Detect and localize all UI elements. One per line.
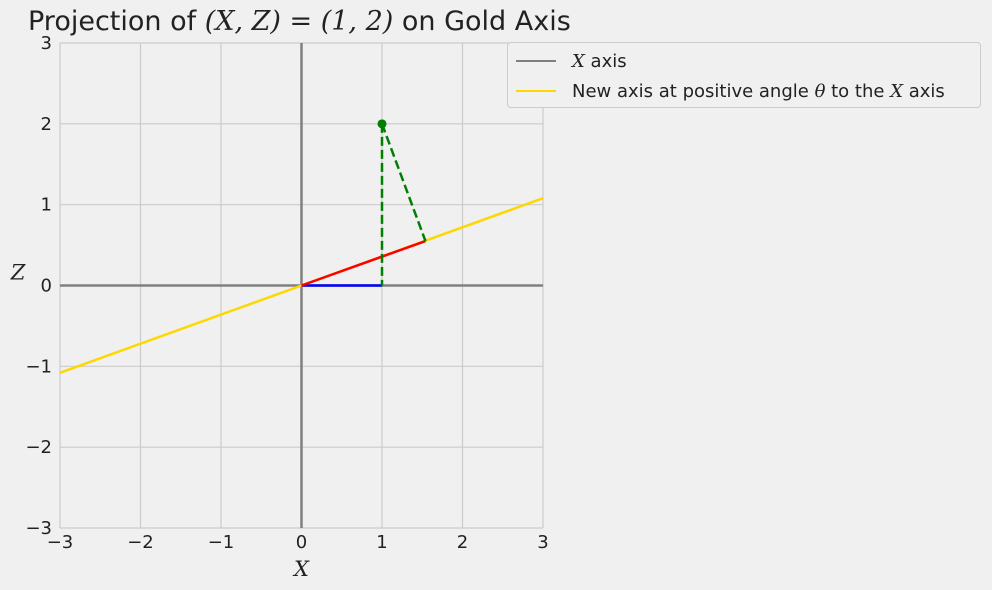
legend-x-symbol: X [572, 50, 585, 72]
legend-item-x-axis: X axis [516, 48, 627, 74]
legend-label-new-axis: New axis at positive angle θ to the X ax… [572, 81, 945, 102]
x-tick-label-0: −3 [47, 532, 74, 553]
legend-label-x-axis: X axis [572, 51, 627, 72]
legend-swatch-new-axis [516, 90, 556, 92]
data-point-0 [377, 119, 387, 129]
series-line-4 [301, 239, 426, 287]
x-tick-label-4: 1 [376, 532, 387, 553]
legend-item-new-axis: New axis at positive angle θ to the X ax… [516, 78, 945, 104]
x-tick-label-2: −1 [208, 532, 235, 553]
x-tick-label-3: 0 [296, 532, 307, 553]
title-suffix: on Gold Axis [393, 6, 571, 37]
x-tick-label-5: 2 [457, 532, 468, 553]
y-tick-label-2: −1 [25, 356, 52, 377]
y-tick-label-3: 0 [41, 276, 52, 297]
legend-swatch-x-axis [516, 60, 556, 62]
x-tick-label-6: 3 [537, 532, 548, 553]
y-tick-label-6: 3 [41, 33, 52, 54]
legend-x-text: axis [584, 50, 627, 72]
legend-x-symbol-2: X [890, 80, 904, 102]
legend: X axis New axis at positive angle θ to t… [507, 42, 981, 108]
y-axis-label: Z [10, 261, 26, 285]
legend-new-post: axis [903, 80, 945, 102]
legend-new-mid: to the [825, 80, 891, 102]
y-tick-label-4: 1 [41, 195, 52, 216]
x-tick-label-1: −2 [127, 532, 154, 553]
title-prefix: Projection of [28, 6, 205, 37]
legend-theta-symbol: θ [814, 80, 826, 102]
y-tick-label-1: −2 [25, 437, 52, 458]
title-math: (X, Z) = (1, 2) [204, 6, 394, 37]
series-line-6 [380, 123, 427, 242]
y-tick-label-5: 2 [41, 114, 52, 135]
chart-title: Projection of (X, Z) = (1, 2) on Gold Ax… [28, 6, 571, 37]
x-axis-label: X [292, 557, 310, 581]
legend-new-pre: New axis at positive angle [572, 80, 815, 102]
y-tick-label-0: −3 [25, 518, 52, 539]
